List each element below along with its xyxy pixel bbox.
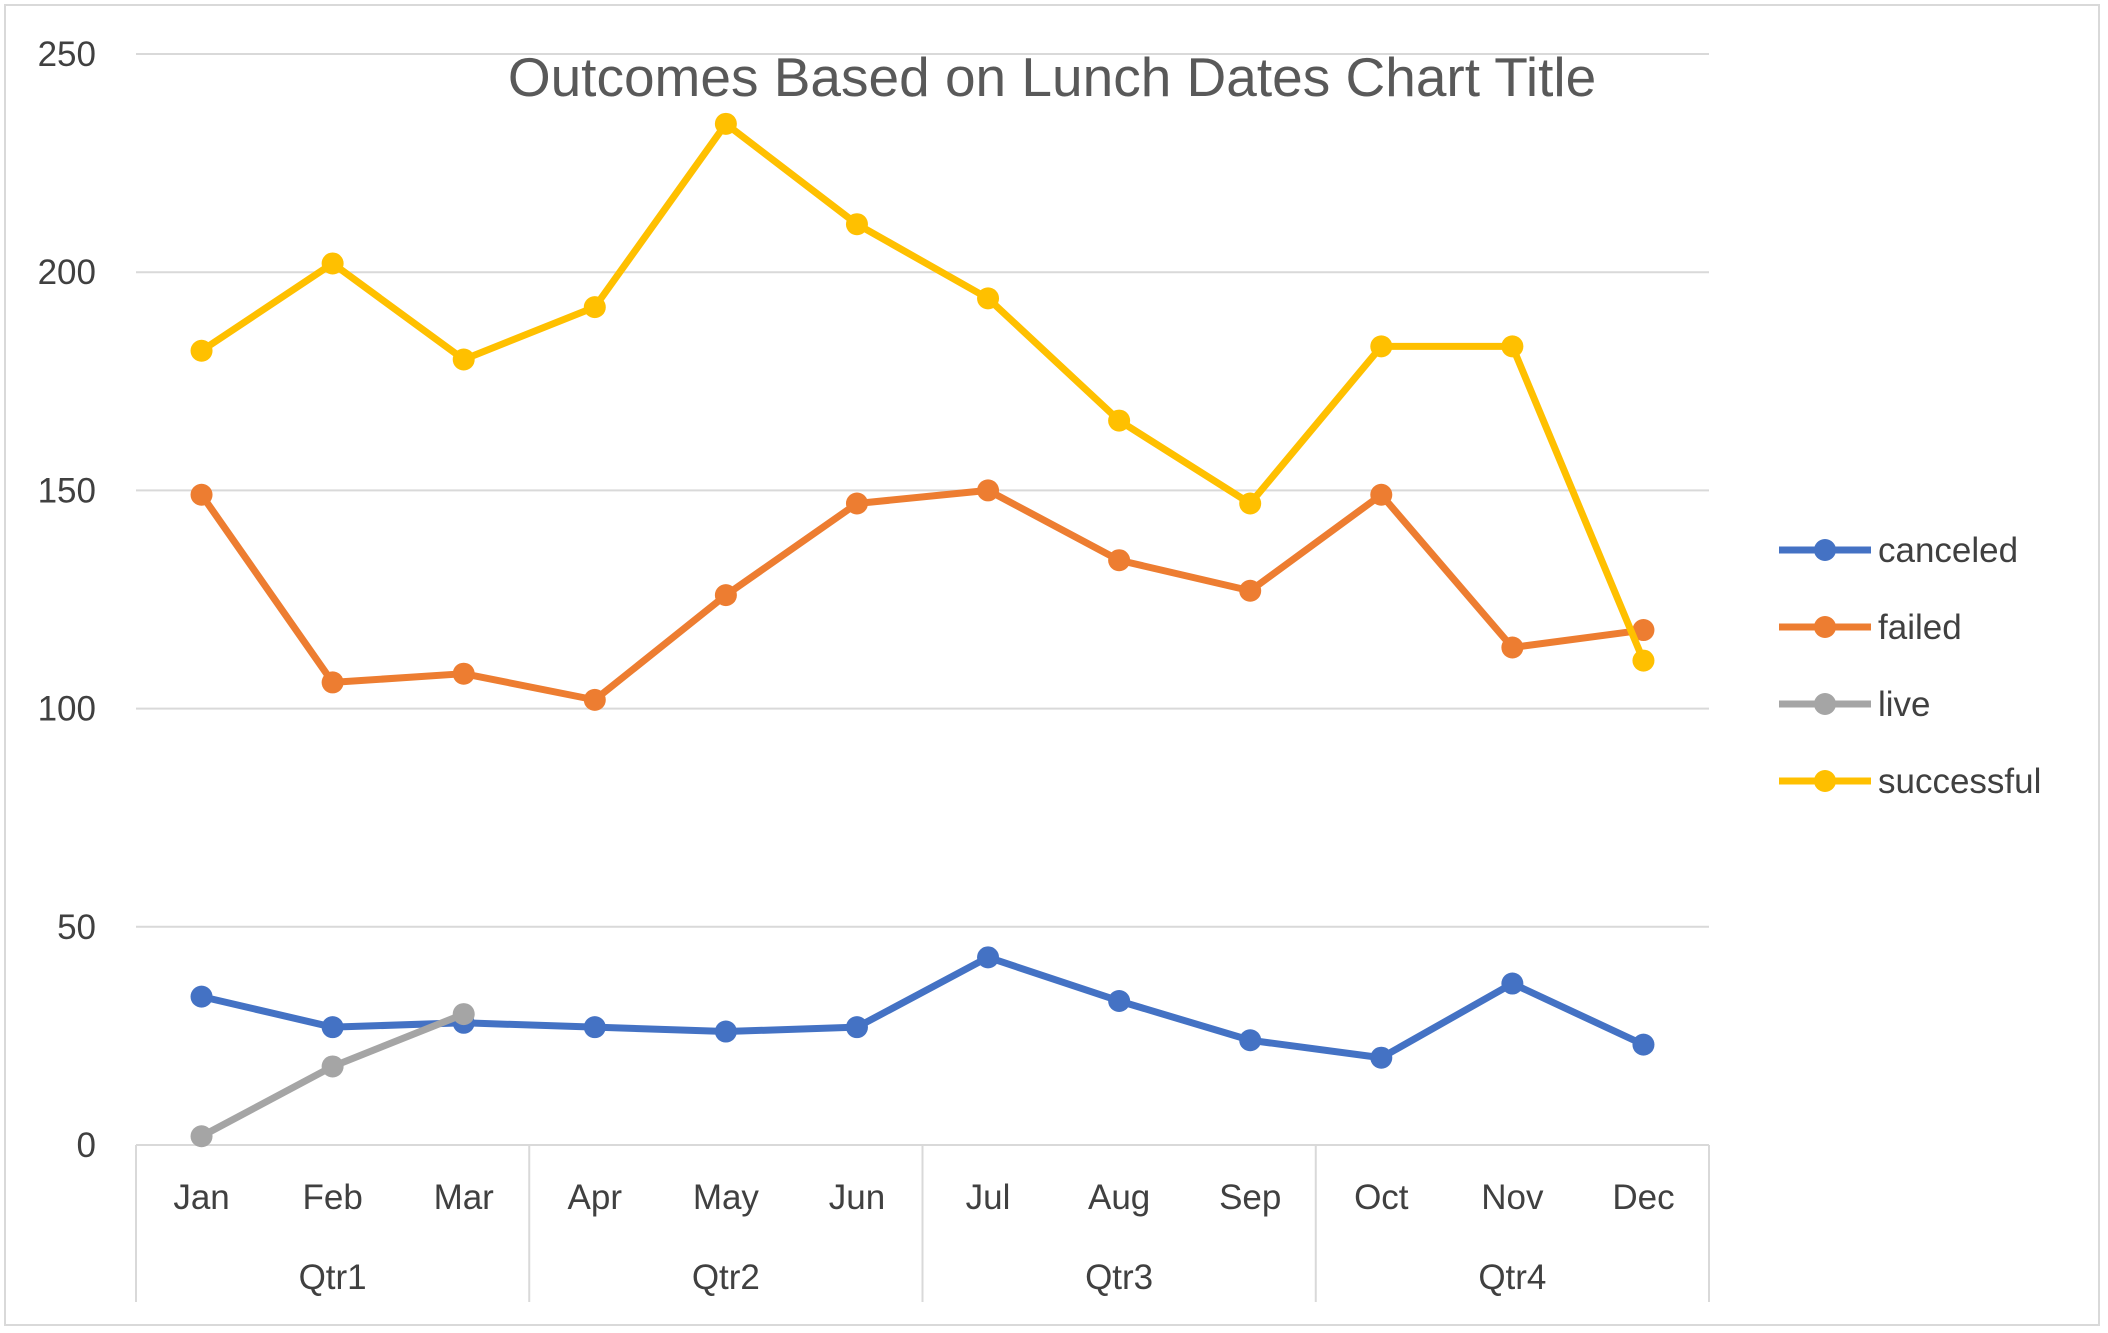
data-point: [977, 479, 1000, 502]
quarter-label: Qtr4: [1478, 1258, 1546, 1297]
y-tick-label: 50: [57, 908, 96, 947]
data-point: [1632, 619, 1655, 642]
data-point: [1239, 579, 1262, 602]
x-tick-label: Feb: [302, 1178, 362, 1217]
y-axis: 0 50 100 150 200 250: [38, 35, 96, 1165]
data-point: [1370, 483, 1393, 506]
x-tick-label: Jul: [966, 1178, 1011, 1217]
data-point: [1239, 492, 1262, 515]
x-tick-label: Jun: [829, 1178, 885, 1217]
chart-title: Outcomes Based on Lunch Dates Chart Titl…: [508, 46, 1596, 108]
y-tick-label: 250: [38, 35, 96, 74]
legend-label: failed: [1878, 608, 1962, 647]
y-tick-label: 150: [38, 471, 96, 510]
data-point: [321, 671, 344, 694]
x-tick-labels: Jan Feb Mar Apr May Jun Jul Aug Sep Oct Nov Dec: [173, 1178, 1674, 1217]
data-point: [1370, 1046, 1393, 1069]
x-tick-label: Apr: [568, 1178, 623, 1217]
data-point: [583, 296, 606, 319]
data-point: [1239, 1029, 1262, 1052]
legend-item-failed: failed: [1779, 608, 1962, 647]
x-tick-label: Nov: [1481, 1178, 1544, 1217]
data-point: [714, 584, 737, 607]
data-point: [190, 339, 213, 362]
data-point: [1370, 335, 1393, 358]
quarter-label: Qtr1: [299, 1258, 367, 1297]
data-point: [1501, 972, 1524, 995]
data-point: [714, 112, 737, 135]
data-point: [321, 1016, 344, 1039]
series-live: [190, 1003, 475, 1148]
data-point: [583, 1016, 606, 1039]
data-point: [977, 946, 1000, 969]
x-tick-label: May: [693, 1178, 760, 1217]
y-tick-label: 200: [38, 253, 96, 292]
data-point: [1501, 636, 1524, 659]
data-point: [977, 287, 1000, 310]
x-tick-label: Dec: [1612, 1178, 1674, 1217]
legend-swatch-marker: [1814, 616, 1836, 638]
data-point: [583, 688, 606, 711]
legend-label: successful: [1878, 762, 2041, 801]
data-point: [1632, 649, 1655, 672]
data-point: [714, 1020, 737, 1043]
series-line: [198, 120, 1647, 665]
x-tick-label: Aug: [1088, 1178, 1150, 1217]
data-point: [1108, 409, 1131, 432]
data-point: [1108, 549, 1131, 572]
data-point: [1632, 1033, 1655, 1056]
series-line: [198, 953, 1647, 1062]
y-tick-label: 100: [38, 690, 96, 729]
legend-item-live: live: [1779, 685, 1931, 724]
x-tick-label: Mar: [434, 1178, 495, 1217]
data-point: [1501, 335, 1524, 358]
data-point: [845, 492, 868, 515]
data-point: [190, 1125, 213, 1148]
data-point: [452, 1003, 475, 1026]
legend: canceled failed live successful: [1779, 531, 2041, 801]
y-tick-label: 0: [77, 1126, 96, 1165]
legend-label: canceled: [1878, 531, 2018, 570]
quarter-label: Qtr2: [692, 1258, 760, 1297]
data-point: [845, 213, 868, 236]
data-point: [452, 662, 475, 685]
data-point: [190, 483, 213, 506]
series-canceled: [190, 946, 1655, 1069]
data-point: [321, 252, 344, 275]
chart-frame: [4, 4, 2100, 1326]
gridlines: [136, 53, 1709, 928]
x-tick-label: Jan: [173, 1178, 229, 1217]
series-successful: [190, 112, 1655, 672]
legend-item-canceled: canceled: [1779, 531, 2018, 570]
legend-item-successful: successful: [1779, 762, 2041, 801]
series-lines: [190, 112, 1655, 1148]
legend-swatch-marker: [1814, 770, 1836, 792]
legend-swatch-marker: [1814, 539, 1836, 561]
legend-label: live: [1878, 685, 1931, 724]
x-axis: [135, 1144, 1710, 1302]
legend-swatch-marker: [1814, 693, 1836, 715]
data-point: [1108, 989, 1131, 1012]
series-failed: [190, 479, 1655, 711]
data-point: [321, 1055, 344, 1078]
data-point: [190, 985, 213, 1008]
quarter-label: Qtr3: [1085, 1258, 1153, 1297]
series-line: [198, 486, 1647, 704]
quarter-labels: Qtr1 Qtr2 Qtr3 Qtr4: [299, 1258, 1547, 1297]
x-tick-label: Oct: [1354, 1178, 1409, 1217]
data-point: [452, 348, 475, 371]
x-tick-label: Sep: [1219, 1178, 1281, 1217]
data-point: [845, 1016, 868, 1039]
